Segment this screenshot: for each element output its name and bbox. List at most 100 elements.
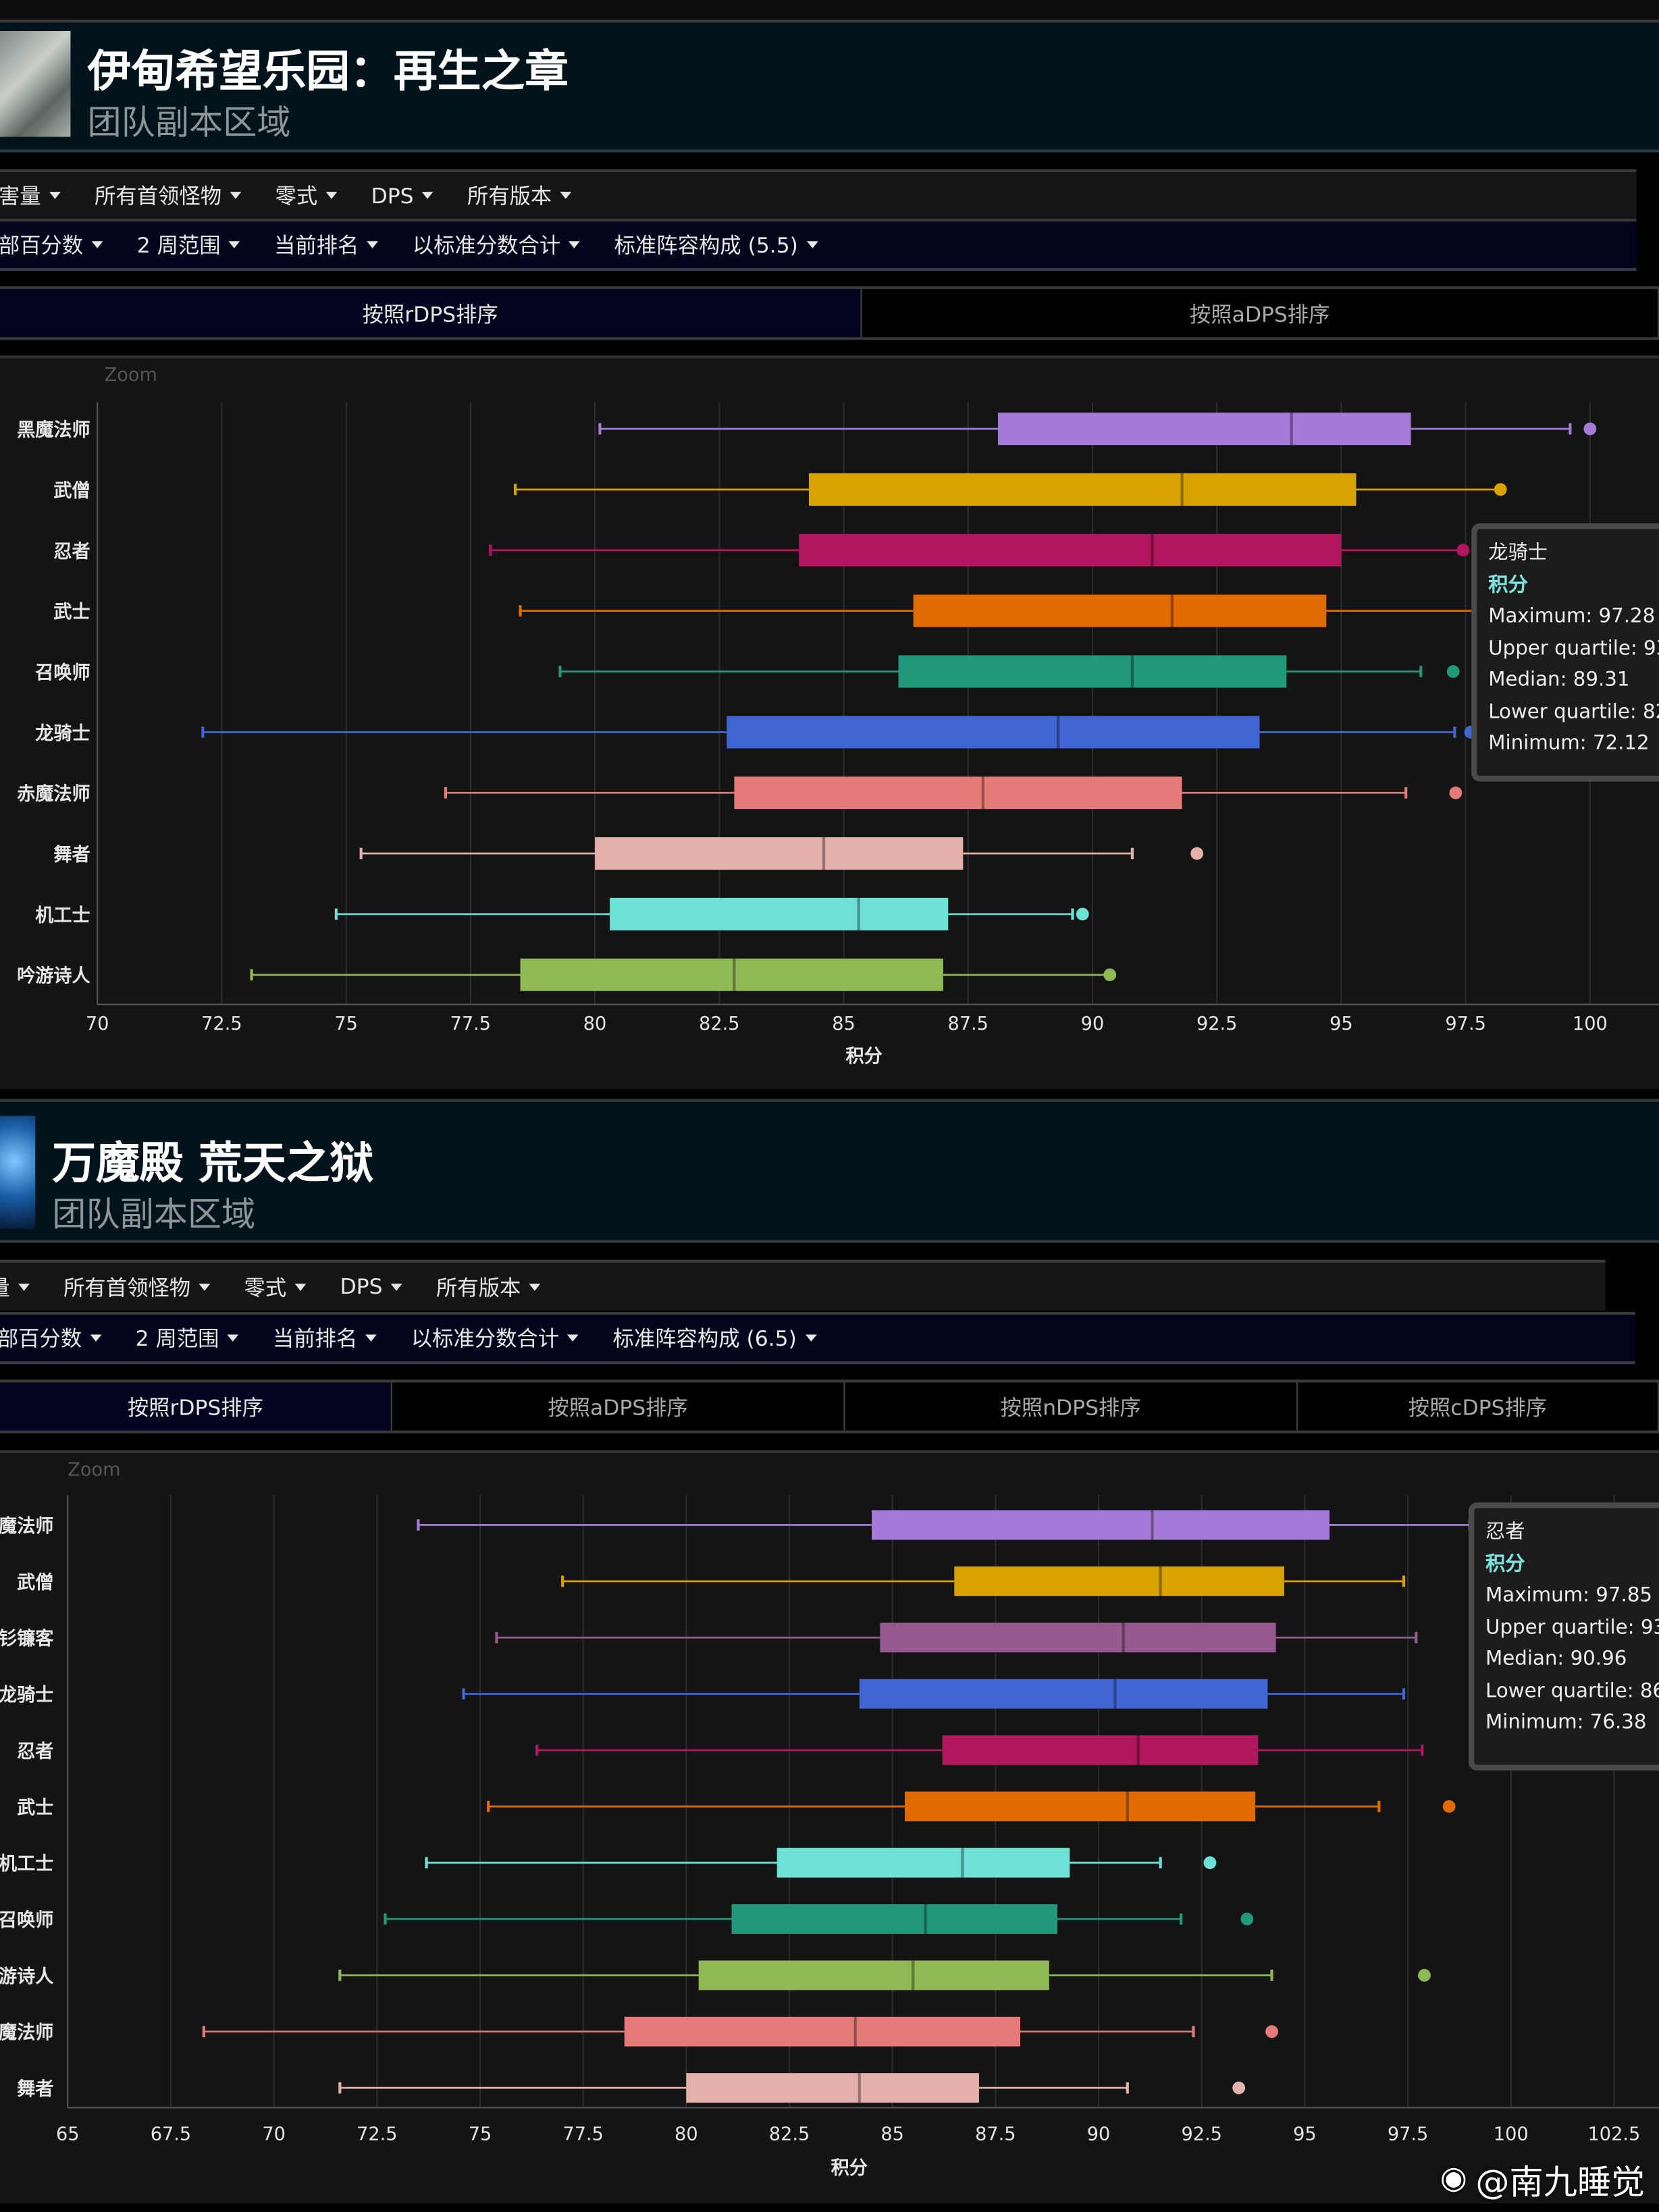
- sort-tab[interactable]: 按照rDPS排序: [0, 1382, 392, 1431]
- tooltip-q3: Upper quartile: 93.87: [1485, 1616, 1659, 1639]
- box-rect: [731, 1904, 1057, 1934]
- x-tick-label: 77.5: [562, 2124, 603, 2144]
- x-tick-label: 85: [880, 2124, 904, 2144]
- boxplot-chart-2: 65 67.5 70 72.5 75 77.5 80 82.5 85 87.5 90 92.5 95 97…: [0, 1495, 1659, 2179]
- sort-tab[interactable]: 按照rDPS排序: [0, 289, 862, 338]
- category-label: 黑魔法师: [0, 1516, 53, 1537]
- outlier-point: [1456, 544, 1470, 557]
- zone-header-1: 伊甸希望乐园：再生之章 团队副本区域: [0, 22, 1659, 153]
- category-label: 钐镰客: [0, 1628, 54, 1650]
- box-9: [250, 958, 1117, 991]
- zone-image: [0, 1115, 36, 1229]
- filter-dropdown[interactable]: 2 周范围: [136, 1323, 239, 1353]
- box-rect: [913, 594, 1327, 627]
- box-8: [338, 1960, 1431, 1991]
- filter-dropdown[interactable]: 所有首领怪物: [63, 1272, 211, 1302]
- tooltip-q1: Lower quartile: 82.65: [1488, 700, 1659, 723]
- caret-down-icon: [294, 1283, 307, 1290]
- caret-down-icon: [569, 241, 581, 248]
- x-tick-label: 100: [1494, 2124, 1529, 2144]
- filter-dropdown[interactable]: 零式: [244, 1272, 307, 1302]
- watermark: ◉ @南九睡觉: [1440, 2154, 1645, 2203]
- zone-subtitle: 团队副本区域: [52, 1194, 256, 1235]
- tooltip-q1: Lower quartile: 86.21: [1485, 1679, 1659, 1702]
- filter-dropdown[interactable]: 零式: [275, 180, 338, 210]
- zone-title: 万魔殿 荒天之狱: [52, 1138, 374, 1190]
- tooltip-max: Maximum: 97.85: [1485, 1584, 1653, 1607]
- filter-dropdown[interactable]: 伤害量: [0, 1272, 30, 1302]
- filter-label: DPS: [340, 1273, 383, 1300]
- x-tick-label: 92.5: [1196, 1013, 1237, 1034]
- filter-dropdown[interactable]: 当前排名: [274, 230, 379, 260]
- x-tick-label: 72.5: [201, 1013, 242, 1034]
- sort-tabs: 按照rDPS排序 按照aDPS排序 按照nDPS排序 按照cDPS排序: [0, 1379, 1659, 1433]
- x-tick-label: 85: [832, 1013, 855, 1034]
- filter-bar-2: 全部百分数 2 周范围 当前排名 以标准分数合计 标准阵容构成 (6.5): [0, 1312, 1635, 1365]
- caret-down-icon: [806, 241, 818, 248]
- tooltip-min: Minimum: 72.12: [1488, 732, 1650, 755]
- filter-dropdown[interactable]: 当前排名: [273, 1323, 377, 1353]
- box-rect: [799, 533, 1342, 567]
- filter-dropdown[interactable]: 伤害量: [0, 180, 61, 210]
- filter-label: 标准阵容构成 (5.5): [614, 232, 798, 259]
- x-tick-label: 82.5: [699, 1013, 739, 1034]
- caret-down-icon: [230, 192, 242, 199]
- box-rect: [686, 2073, 979, 2103]
- x-tick-label: 92.5: [1181, 2124, 1221, 2144]
- box-rect: [880, 1623, 1276, 1653]
- filter-label: 零式: [275, 183, 318, 209]
- caret-down-icon: [367, 241, 379, 248]
- filter-dropdown[interactable]: 以标准分数合计: [413, 230, 581, 260]
- sort-tab[interactable]: 按照aDPS排序: [392, 1382, 845, 1431]
- box-7: [384, 1904, 1254, 1934]
- box-rect: [859, 1679, 1268, 1709]
- filter-label: 所有首领怪物: [63, 1274, 191, 1300]
- sort-tab[interactable]: 按照aDPS排序: [862, 289, 1659, 338]
- category-label: 忍者: [53, 541, 90, 562]
- box-rect: [808, 473, 1357, 506]
- caret-down-icon: [91, 241, 103, 248]
- box-rect: [872, 1510, 1330, 1540]
- category-label: 武士: [53, 602, 90, 623]
- filter-dropdown[interactable]: DPS: [340, 1273, 402, 1300]
- tooltip-title: 忍者: [1485, 1521, 1525, 1544]
- chart-tooltip: 龙骑士 积分 Maximum: 97.28 Upper quartile: 93…: [1471, 523, 1659, 782]
- box-6: [425, 1847, 1217, 1878]
- sort-tab[interactable]: 按照nDPS排序: [845, 1382, 1298, 1431]
- filter-dropdown[interactable]: 标准阵容构成 (6.5): [613, 1323, 817, 1353]
- outlier-point: [1190, 847, 1204, 860]
- filter-dropdown[interactable]: 2 周范围: [137, 230, 240, 260]
- outlier-point: [1103, 968, 1117, 982]
- filter-dropdown[interactable]: 全部百分数: [0, 230, 103, 260]
- outlier-point: [1076, 907, 1089, 921]
- top-nav-strip: [0, 0, 1659, 23]
- filter-dropdown[interactable]: 以标准分数合计: [411, 1323, 579, 1353]
- x-tick-label: 75: [469, 2124, 492, 2144]
- caret-down-icon: [529, 1283, 541, 1290]
- box-3: [462, 1679, 1406, 1709]
- tooltip-title: 龙骑士: [1488, 542, 1548, 564]
- filter-dropdown[interactable]: 标准阵容构成 (5.5): [614, 230, 818, 260]
- zoom-label[interactable]: Zoom: [104, 365, 157, 387]
- category-label: 忍者: [17, 1741, 53, 1762]
- filter-label: 以标准分数合计: [411, 1325, 560, 1352]
- box-rect: [595, 837, 964, 870]
- filter-dropdown[interactable]: 所有版本: [467, 180, 572, 210]
- category-label: 龙骑士: [0, 1685, 53, 1706]
- filter-dropdown[interactable]: 全部百分数: [0, 1323, 102, 1353]
- box-1: [514, 473, 1507, 506]
- outlier-point: [1418, 1969, 1431, 1982]
- filter-dropdown[interactable]: 所有版本: [436, 1272, 541, 1302]
- sort-tab[interactable]: 按照cDPS排序: [1297, 1382, 1659, 1431]
- zone-title: 伊甸希望乐园：再生之章: [87, 46, 569, 98]
- filter-dropdown[interactable]: DPS: [371, 183, 433, 208]
- x-tick-label: 70: [262, 2124, 286, 2144]
- filter-label: 当前排名: [272, 1325, 358, 1352]
- outlier-point: [1232, 2081, 1246, 2095]
- outlier-point: [1442, 1799, 1456, 1813]
- caret-down-icon: [199, 1283, 211, 1290]
- tooltip-series: 积分: [1485, 1552, 1525, 1575]
- filter-dropdown[interactable]: 所有首领怪物: [95, 180, 242, 210]
- zoom-label[interactable]: Zoom: [68, 1460, 121, 1481]
- box-rect: [520, 958, 943, 991]
